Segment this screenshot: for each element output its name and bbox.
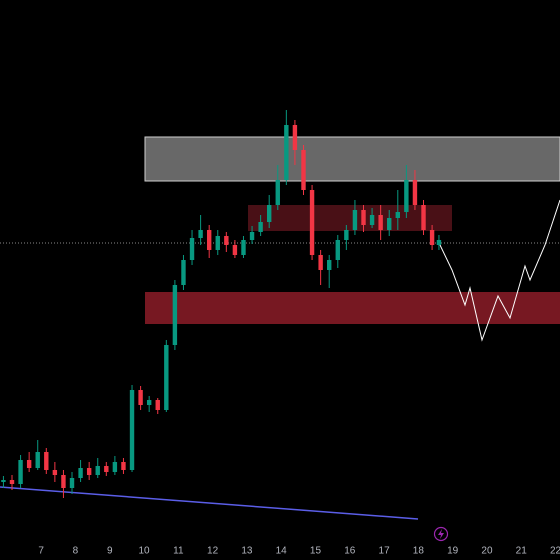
x-tick-label: 15 (310, 546, 322, 557)
candle-body (361, 210, 366, 225)
supply-zone (248, 205, 452, 231)
candle-body (9, 480, 15, 484)
x-tick-label: 21 (516, 546, 528, 557)
x-tick-label: 19 (447, 546, 459, 557)
candle-body (104, 466, 109, 472)
candle-body (436, 240, 442, 245)
icon-bolt[interactable] (438, 529, 444, 539)
candle-body (61, 475, 66, 488)
candle-body (69, 478, 75, 488)
x-tick-label: 10 (138, 546, 150, 557)
candle-body (369, 215, 375, 225)
candle-body (327, 260, 332, 270)
candle-body (146, 400, 152, 405)
candle-body (412, 180, 418, 205)
candle-body (301, 150, 306, 190)
icon-circle[interactable] (433, 526, 449, 542)
candle-body (138, 390, 143, 405)
candle-body (18, 460, 23, 484)
candle-body (206, 230, 212, 250)
candle-body (215, 236, 220, 250)
x-tick-label: 12 (207, 546, 219, 557)
x-tick-label: 17 (379, 546, 391, 557)
candle-body (1, 480, 6, 482)
x-tick-label: 18 (413, 546, 425, 557)
candle-body (258, 222, 263, 232)
demand-zone (145, 292, 560, 324)
candle-body (172, 285, 178, 345)
candle-body (232, 245, 238, 255)
candle-body (35, 452, 40, 468)
candle-body (121, 462, 126, 470)
x-tick-label: 9 (107, 546, 113, 557)
candle-body (429, 230, 435, 245)
candle-body (352, 210, 358, 230)
x-tick-label: 8 (73, 546, 79, 557)
candle-body (52, 470, 58, 475)
candle-body (292, 125, 298, 150)
candle-body (284, 125, 289, 180)
candle-body (275, 180, 280, 205)
candle-body (266, 205, 272, 222)
candle-body (86, 468, 92, 475)
candle-body (26, 460, 32, 468)
x-tick-label: 11 (173, 546, 184, 557)
trend-line (0, 486, 419, 520)
candle-body (164, 345, 169, 410)
candle-body (78, 468, 83, 478)
candle-body (395, 212, 400, 218)
candle-body (112, 462, 118, 472)
x-tick-label: 7 (38, 546, 44, 557)
candle-body (318, 255, 323, 270)
candle-body (224, 236, 229, 245)
candle-body (181, 260, 186, 285)
candle-body (129, 390, 135, 470)
candle-body (309, 190, 315, 255)
x-tick-label: 16 (344, 546, 356, 557)
candle-body (44, 452, 49, 470)
candle-body (387, 218, 392, 230)
candle-body (404, 180, 409, 212)
candle-body (198, 230, 203, 238)
replay-icon[interactable] (433, 526, 449, 542)
candle-body (335, 240, 340, 260)
x-tick-label: 14 (276, 546, 288, 557)
candle-body (344, 230, 349, 240)
candle-body (249, 232, 255, 240)
candles (1, 110, 442, 498)
candle-body (241, 240, 246, 255)
candle-body (378, 215, 383, 230)
candle-body (155, 400, 160, 410)
candle-body (421, 205, 426, 230)
x-tick-label: 13 (241, 546, 253, 557)
resistance-zone (144, 136, 560, 182)
candle-body (189, 238, 195, 260)
x-tick-label: 22 (550, 546, 560, 557)
candle-body (95, 466, 100, 475)
x-tick-label: 20 (481, 546, 493, 557)
projection-path (439, 199, 560, 342)
